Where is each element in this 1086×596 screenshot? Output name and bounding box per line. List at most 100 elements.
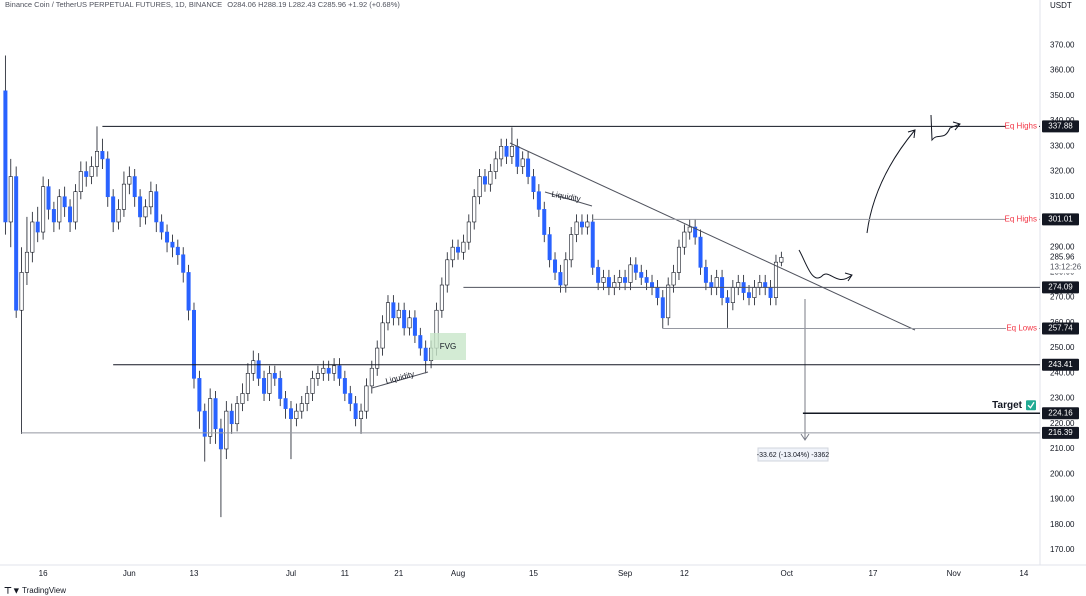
candle-body <box>14 176 19 311</box>
candle-body <box>736 282 741 288</box>
y-tick-label: 210.00 <box>1050 444 1075 453</box>
candle-body <box>127 176 132 185</box>
candle-body <box>698 236 703 268</box>
x-tick-label: Jul <box>286 569 296 578</box>
candle-body <box>757 282 762 288</box>
candle-body <box>294 410 299 420</box>
candle-body <box>202 410 207 437</box>
candle-body <box>542 209 547 235</box>
candle-body <box>725 297 730 303</box>
candle-body <box>617 277 622 283</box>
eq-label: Eq Highs <box>1005 215 1037 224</box>
candle-body <box>773 261 778 298</box>
candle-body <box>240 393 245 404</box>
candle-body <box>574 221 579 235</box>
y-tick-label: 370.00 <box>1050 41 1075 50</box>
candle-body <box>19 272 24 311</box>
candle-body <box>315 373 320 379</box>
x-tick-label: 12 <box>680 569 689 578</box>
candle-body <box>391 302 396 319</box>
candle-body <box>132 176 137 198</box>
candle-body <box>763 282 768 288</box>
arrow-squiggle <box>930 114 961 142</box>
candle-body <box>305 393 310 404</box>
fvg-label: FVG <box>440 342 456 351</box>
candle-body <box>601 277 606 283</box>
x-tick-label: Oct <box>781 569 794 578</box>
candle-body <box>57 196 62 223</box>
candle-body <box>121 183 126 210</box>
candle-body <box>526 158 531 177</box>
candle-body <box>148 191 153 208</box>
x-tick-label: Aug <box>451 569 465 578</box>
candle-body <box>520 158 525 167</box>
candle-body <box>553 259 558 273</box>
candle-body <box>278 378 283 399</box>
candle-body <box>73 191 78 223</box>
candle-body <box>585 221 590 228</box>
candle-body <box>84 171 89 177</box>
candle-body <box>288 408 293 420</box>
level-price-box <box>1042 281 1079 294</box>
candle-body <box>385 302 390 324</box>
level-price-box <box>1042 426 1079 439</box>
y-tick-label: 190.00 <box>1050 495 1075 504</box>
candle-body <box>709 282 714 288</box>
candle-body <box>488 171 493 185</box>
target-label: Target <box>992 400 1022 411</box>
candle-body <box>251 360 256 374</box>
eq-label-bg <box>1006 214 1039 225</box>
candle-body <box>380 322 385 349</box>
candle-body <box>186 272 191 311</box>
candle-body <box>633 264 638 273</box>
candle-body <box>8 176 13 223</box>
candle-body <box>402 309 407 329</box>
candle-body <box>456 246 461 253</box>
last-price-box <box>1042 251 1082 274</box>
level-price: 257.74 <box>1048 324 1073 333</box>
candle-body <box>423 347 428 361</box>
x-tick-label: 16 <box>39 569 48 578</box>
candle-body <box>671 272 676 286</box>
level-price-box <box>1042 358 1079 371</box>
candle-body <box>445 259 450 286</box>
candle-body <box>693 226 698 238</box>
candle-body <box>359 410 364 420</box>
x-tick-label: Sep <box>618 569 633 578</box>
liquidity-line <box>371 371 429 389</box>
candle-body <box>332 365 337 374</box>
candle-body <box>536 191 541 210</box>
fvg-box <box>430 333 466 360</box>
candle-body <box>229 410 234 425</box>
candle-body <box>62 196 67 208</box>
candle-body <box>482 176 487 185</box>
candle-body <box>159 221 164 233</box>
candle-body <box>256 360 261 379</box>
candle-body <box>407 317 412 329</box>
level-price: 216.39 <box>1048 428 1073 437</box>
candle-body <box>628 264 633 283</box>
candle-body <box>752 287 757 298</box>
candle-body <box>644 277 649 283</box>
candle-body <box>509 145 514 157</box>
candle-body <box>590 221 595 268</box>
x-tick-label: 21 <box>394 569 403 578</box>
candle-body <box>165 231 170 243</box>
candle-body <box>418 335 423 349</box>
y-tick-label: 310.00 <box>1050 192 1075 201</box>
candle-body <box>272 373 277 379</box>
eq-label: Eq Highs <box>1005 122 1037 131</box>
candle-body <box>3 90 8 223</box>
y-tick-label: 220.00 <box>1050 419 1075 428</box>
eq-label-bg <box>1006 121 1039 132</box>
x-tick-label: 14 <box>1019 569 1028 578</box>
x-tick-label: Nov <box>947 569 961 578</box>
target-check <box>1026 400 1036 411</box>
candle-body <box>682 231 687 248</box>
candle-body <box>596 267 601 283</box>
candle-body <box>175 246 180 256</box>
candle-body <box>299 403 304 412</box>
level-price: 301.01 <box>1048 215 1073 224</box>
